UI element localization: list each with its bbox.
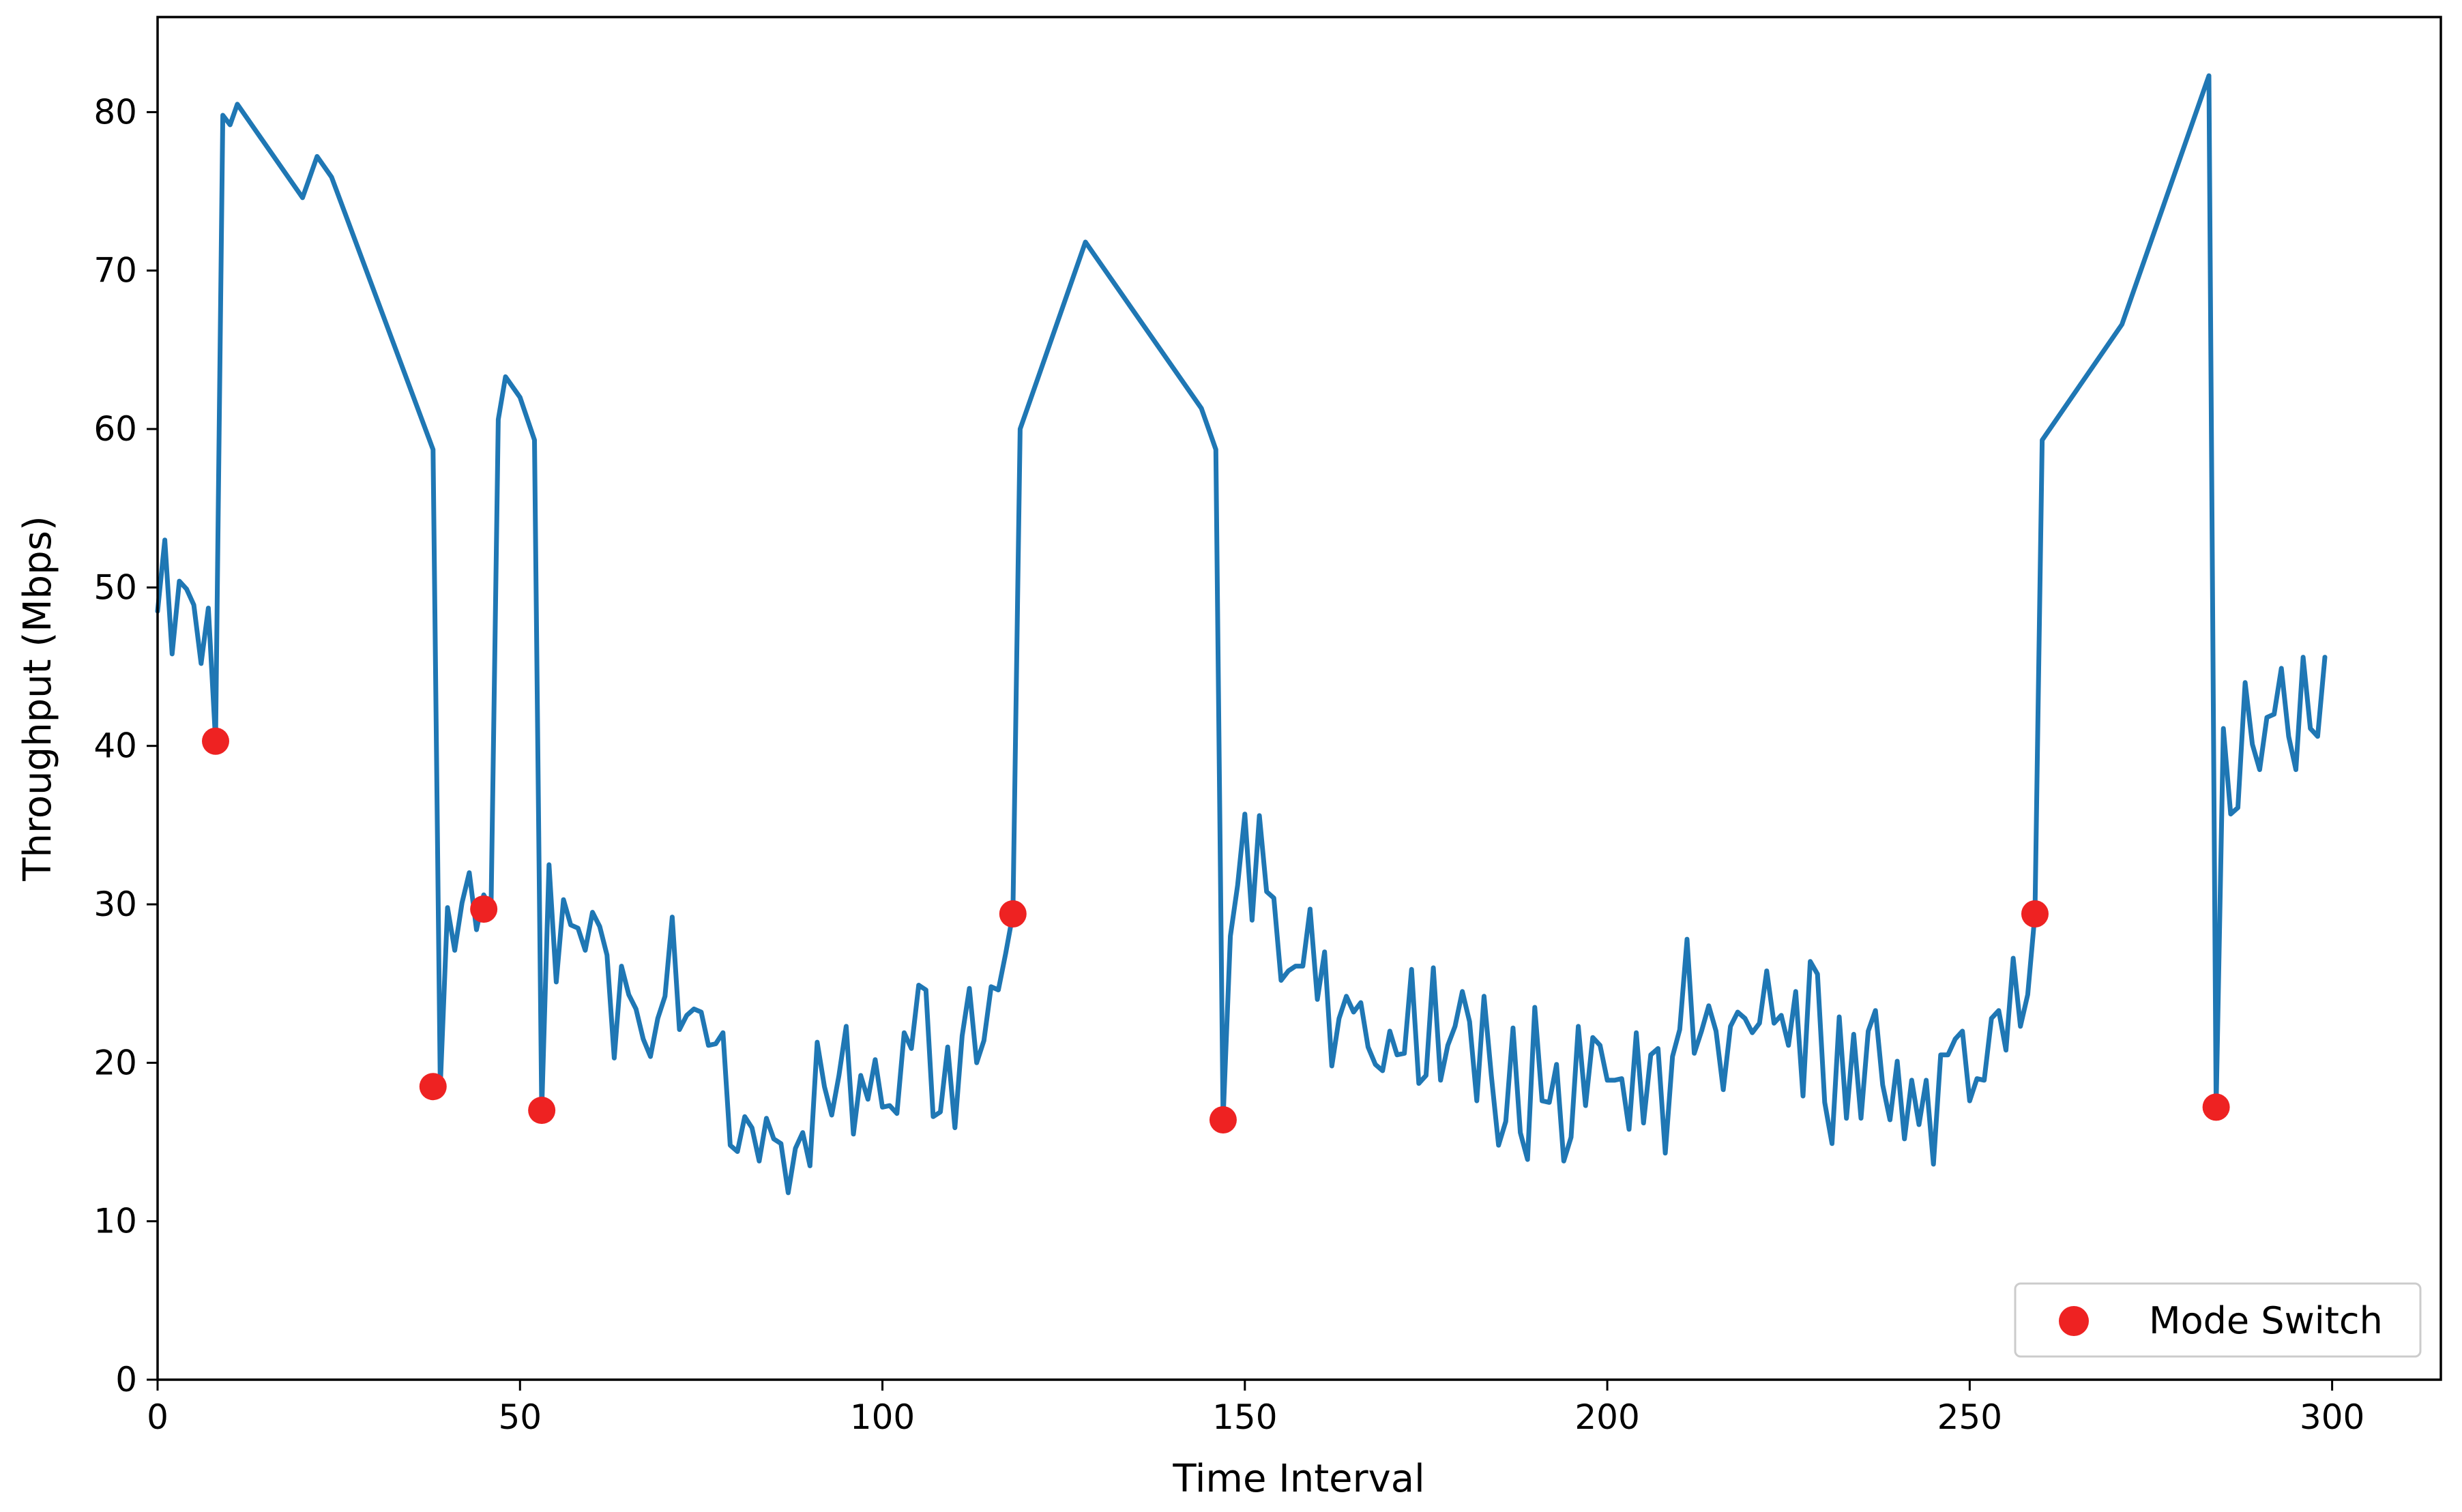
legend-mode-switch-marker <box>2059 1306 2089 1336</box>
ticks-layer: 0 50 100 150 200 250 300 0 10 20 30 40 50 60 70 80 <box>93 92 2364 1437</box>
legend-mode-switch-label: Mode Switch <box>2149 1299 2383 1342</box>
legend-frame <box>2014 1282 2422 1358</box>
mode-switch-point <box>2021 900 2049 928</box>
mode-switch-point <box>2202 1093 2230 1121</box>
throughput-series-line <box>155 73 2328 1196</box>
y-tick-label: 80 <box>93 92 137 132</box>
x-tick-label: 200 <box>1574 1397 1639 1437</box>
y-tick-label: 20 <box>93 1043 137 1082</box>
y-tick-label: 50 <box>93 567 137 607</box>
mode-switch-point <box>419 1073 447 1101</box>
x-axis-label: Time Interval <box>1172 1457 1424 1501</box>
mode-switch-point <box>528 1097 556 1125</box>
mode-switch-point <box>470 895 498 923</box>
y-axis-label: Throughput (Mbps) <box>16 516 60 881</box>
series-layer <box>155 73 2328 1196</box>
x-tick-label: 300 <box>2300 1397 2364 1437</box>
x-tick-label: 250 <box>1937 1397 2002 1437</box>
x-tick-label: 100 <box>850 1397 915 1437</box>
y-tick-label: 60 <box>93 409 137 449</box>
mode-switch-point <box>999 900 1027 928</box>
y-tick-label: 10 <box>93 1202 137 1241</box>
y-tick-label: 30 <box>93 885 137 924</box>
mode-switch-point <box>202 727 230 755</box>
legend: Mode Switch <box>2014 1282 2422 1358</box>
y-tick-label: 40 <box>93 726 137 766</box>
x-tick-label: 150 <box>1212 1397 1277 1437</box>
y-tick-label: 0 <box>115 1360 137 1399</box>
y-tick-label: 70 <box>93 251 137 291</box>
x-tick-label: 50 <box>498 1397 542 1437</box>
mode-switch-point <box>1209 1106 1237 1133</box>
plot-area-frame <box>156 16 2442 1381</box>
x-tick-label: 0 <box>147 1397 168 1437</box>
